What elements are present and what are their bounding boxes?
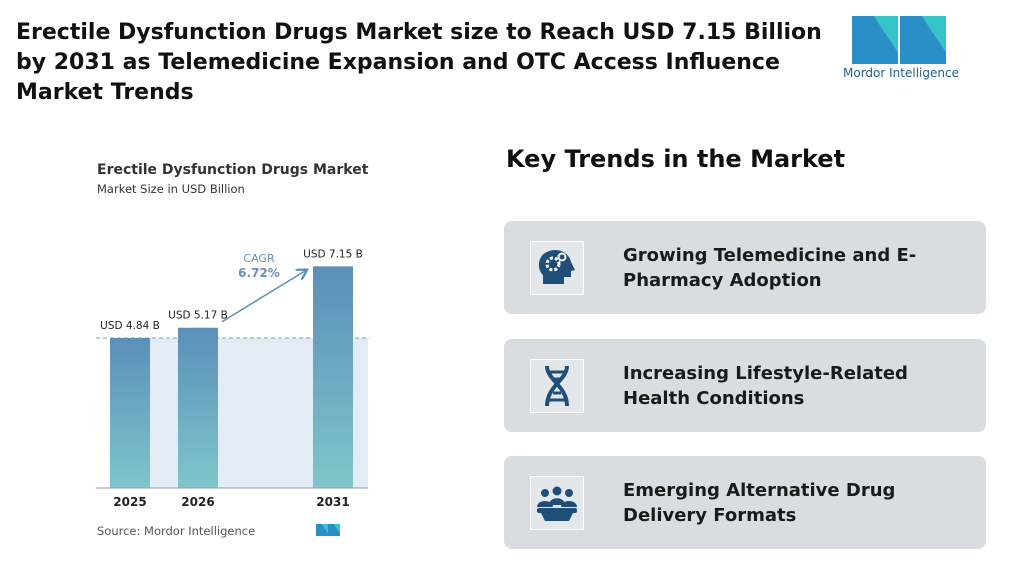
cagr-value: 6.72% [238,266,280,280]
cagr-arrow [221,270,306,323]
x-tick-label: 2026 [181,495,214,509]
trend-card: Increasing Lifestyle-Related Health Cond… [504,339,986,432]
trend-text: Growing Telemedicine and E-Pharmacy Adop… [623,245,917,291]
trend-card: Emerging Alternative Drug Delivery Forma… [504,456,986,549]
trend-text: Emerging Alternative Drug Delivery Forma… [623,480,896,526]
chart-title: Erectile Dysfunction Drugs Market [97,162,369,178]
cagr-label: CAGR [243,252,275,265]
icon [530,476,584,530]
x-tick-label: 2031 [316,495,349,509]
logo-mark [852,16,946,64]
icon [530,241,584,295]
trend-card: Growing Telemedicine and E-Pharmacy Adop… [504,221,986,314]
page-title: Erectile Dysfunction Drugs Market size t… [16,20,822,105]
value-label: USD 7.15 B [303,248,363,260]
chart: Erectile Dysfunction Drugs Market Market… [96,162,370,538]
chart-subtitle: Market Size in USD Billion [97,182,245,196]
bar [110,337,150,488]
x-tick-label: 2025 [113,495,146,509]
small-logo [316,524,340,536]
logo-text: Mordor Intelligence [843,66,959,80]
bar [178,327,218,488]
source: Source: Mordor Intelligence [97,524,255,538]
trend-text: Increasing Lifestyle-Related Health Cond… [623,363,908,409]
trends-heading: Key Trends in the Market [506,145,846,173]
icon [530,359,584,413]
value-label: USD 4.84 B [100,320,160,332]
value-label: USD 5.17 B [168,310,228,322]
bar [313,266,353,488]
